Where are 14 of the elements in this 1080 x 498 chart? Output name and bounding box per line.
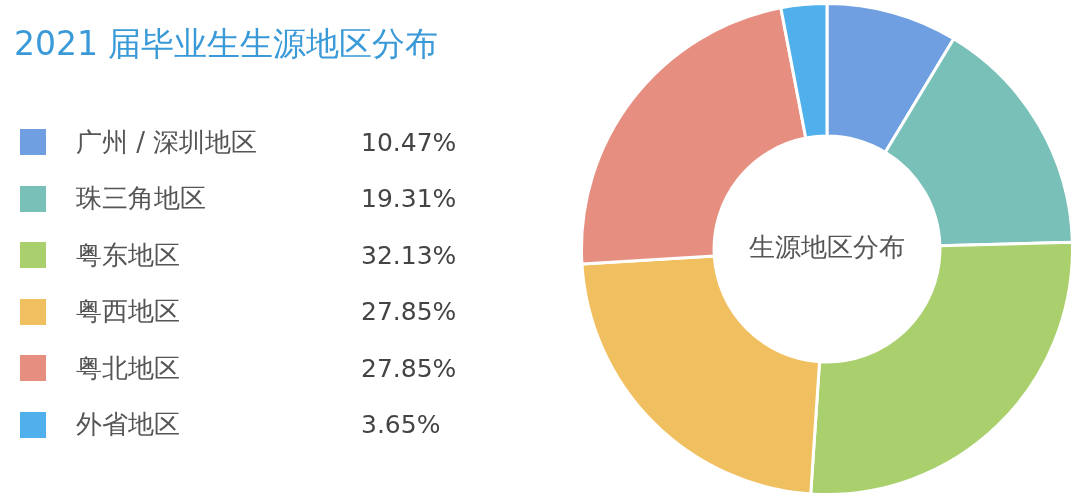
text: 2021 届毕业生生源地区分布 (14, 23, 439, 65)
legend-label: 珠三角地区 (76, 182, 207, 215)
legend-label: 粤西地区 (76, 295, 181, 328)
legend-label: 外省地区 (76, 408, 181, 441)
legend-label: 粤北地区 (76, 351, 181, 385)
legend-label: 粤东地区 (76, 238, 181, 272)
data-label: 27.85% (361, 297, 457, 326)
data-label: 19.31% (361, 184, 457, 213)
data-label: 10.47% (361, 127, 457, 157)
data-label: 27.85% (361, 353, 457, 383)
data-label: 32.13% (361, 240, 457, 270)
text: 生源地区分布 (749, 231, 905, 262)
data-label: 3.65% (361, 410, 441, 439)
legend-label: 广州 / 深圳地区 (76, 125, 259, 159)
